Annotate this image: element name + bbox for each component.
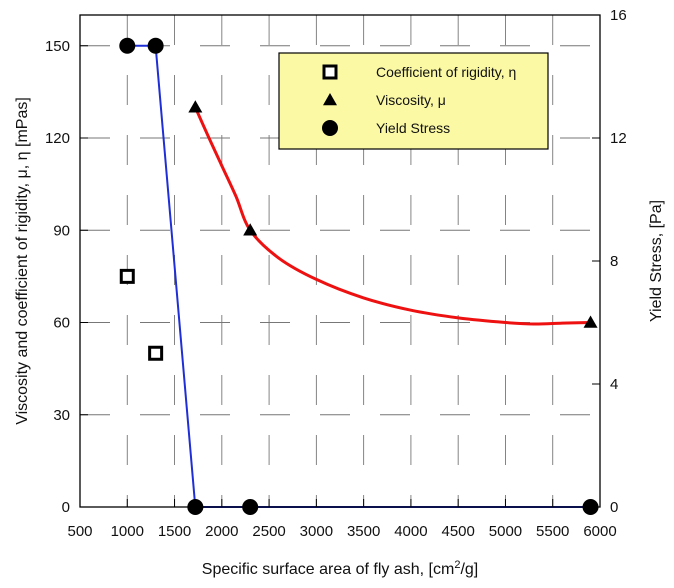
x-axis-title: Specific surface area of fly ash, [cm2/g… — [202, 559, 478, 578]
yield-stress-point — [119, 37, 136, 54]
viscosity-point — [188, 100, 203, 113]
y-left-tick-label: 120 — [45, 130, 70, 147]
x-tick-label: 1000 — [111, 523, 144, 540]
x-tick-label: 2000 — [205, 523, 238, 540]
yield-stress-point — [147, 37, 164, 54]
y-axis-left-title: Viscosity and coefficient of rigidity, μ… — [14, 97, 31, 425]
legend-triangle-marker — [323, 93, 337, 106]
x-tick-label: 4500 — [441, 523, 474, 540]
viscosity-point — [243, 223, 258, 236]
y-left-tick-label: 150 — [45, 38, 70, 55]
y-right-tick-label: 8 — [610, 253, 618, 270]
y-left-tick-label: 0 — [62, 499, 70, 516]
y-right-tick-label: 4 — [610, 376, 618, 393]
x-tick-label: 2500 — [252, 523, 285, 540]
y-right-tick-label: 16 — [610, 7, 627, 24]
x-tick-label: 6000 — [583, 523, 616, 540]
x-tick-label: 3500 — [347, 523, 380, 540]
y-right-tick-label: 0 — [610, 499, 618, 516]
legend: Coefficient of rigidity, η Viscosity, μ Yi… — [278, 52, 549, 150]
rigidity-point — [119, 268, 135, 284]
legend-label: Viscosity, μ — [376, 92, 446, 108]
legend-label: Yield Stress — [376, 120, 450, 136]
y-right-tick-label: 12 — [610, 130, 627, 147]
viscosity-fit-curve — [193, 106, 591, 326]
x-tick-label: 4000 — [394, 523, 427, 540]
x-tick-label: 3000 — [300, 523, 333, 540]
x-tick-label: 1500 — [158, 523, 191, 540]
y-axis-right-title: Yield Stress, [Pa] — [648, 200, 665, 322]
y-left-tick-label: 60 — [53, 315, 70, 332]
x-tick-label: 5000 — [489, 523, 522, 540]
legend-label: Coefficient of rigidity, η — [376, 64, 516, 80]
x-tick-label: 500 — [67, 523, 92, 540]
legend-square-marker — [322, 64, 338, 80]
legend-circle-marker — [322, 120, 338, 136]
y-left-tick-label: 30 — [53, 407, 70, 424]
rigidity-point — [148, 345, 164, 361]
viscosity-point — [583, 315, 598, 328]
y-left-tick-label: 90 — [53, 222, 70, 239]
x-tick-label: 5500 — [536, 523, 569, 540]
